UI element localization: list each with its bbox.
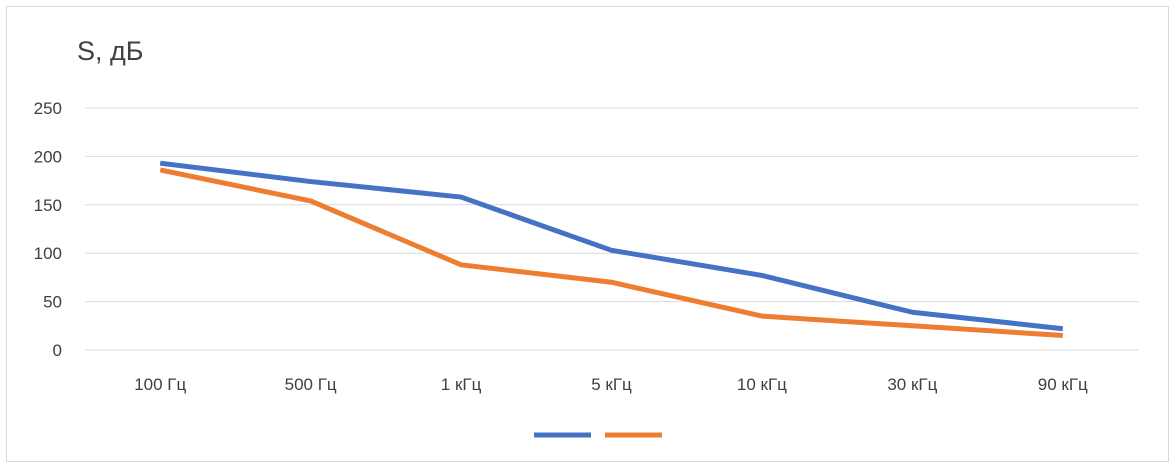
series-line-1 <box>159 160 1064 332</box>
series-line-2 <box>159 167 1063 338</box>
x-tick-label: 30 кГц <box>887 375 937 394</box>
x-tick-label: 1 кГц <box>441 375 482 394</box>
x-tick-label: 500 Гц <box>285 375 337 394</box>
y-tick-label: 150 <box>34 196 62 215</box>
y-axis-ticks: 0 50 100 150 200 250 <box>34 99 62 360</box>
y-tick-label: 200 <box>34 147 62 166</box>
y-axis-title: S, дБ <box>77 36 144 66</box>
y-tick-label: 100 <box>34 244 62 263</box>
y-tick-label: 50 <box>43 293 62 312</box>
y-tick-label: 250 <box>34 99 62 118</box>
chart-frame: S, дБ 0 50 100 150 200 250 100 Гц 500 Гц 1 кГц 5… <box>6 6 1169 462</box>
y-tick-label: 0 <box>53 341 62 360</box>
line-chart: S, дБ 0 50 100 150 200 250 100 Гц 500 Гц 1 кГц 5… <box>34 36 1138 438</box>
x-tick-label: 90 кГц <box>1038 375 1088 394</box>
gridlines <box>85 107 1138 351</box>
x-tick-label: 100 Гц <box>134 375 186 394</box>
series-lines <box>159 160 1064 338</box>
x-tick-label: 10 кГц <box>737 375 787 394</box>
x-tick-label: 5 кГц <box>591 375 632 394</box>
x-axis-ticks: 100 Гц 500 Гц 1 кГц 5 кГц 10 кГц 30 кГц 90 кГц <box>134 375 1088 394</box>
